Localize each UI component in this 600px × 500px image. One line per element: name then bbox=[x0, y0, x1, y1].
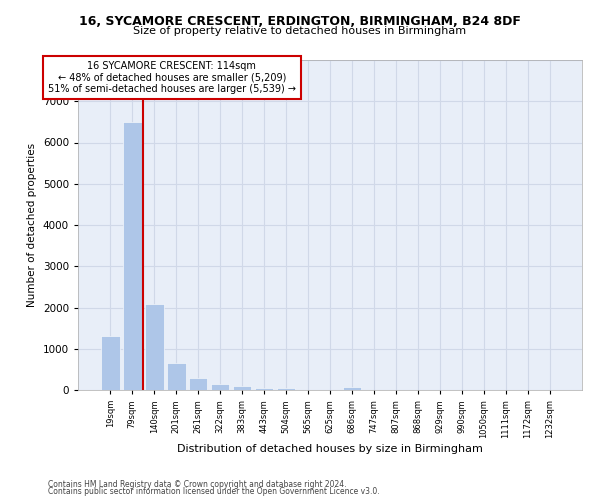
Text: Contains HM Land Registry data © Crown copyright and database right 2024.: Contains HM Land Registry data © Crown c… bbox=[48, 480, 347, 489]
Bar bbox=[233, 386, 251, 390]
Text: 16, SYCAMORE CRESCENT, ERDINGTON, BIRMINGHAM, B24 8DF: 16, SYCAMORE CRESCENT, ERDINGTON, BIRMIN… bbox=[79, 15, 521, 28]
Bar bbox=[211, 384, 229, 390]
Bar bbox=[255, 388, 274, 390]
Bar bbox=[277, 388, 295, 390]
Bar bbox=[167, 363, 185, 390]
Y-axis label: Number of detached properties: Number of detached properties bbox=[27, 143, 37, 307]
Text: Size of property relative to detached houses in Birmingham: Size of property relative to detached ho… bbox=[133, 26, 467, 36]
Bar bbox=[189, 378, 208, 390]
Text: 16 SYCAMORE CRESCENT: 114sqm
← 48% of detached houses are smaller (5,209)
51% of: 16 SYCAMORE CRESCENT: 114sqm ← 48% of de… bbox=[48, 61, 296, 94]
Bar bbox=[343, 386, 361, 390]
Bar bbox=[145, 304, 164, 390]
Bar bbox=[123, 122, 142, 390]
X-axis label: Distribution of detached houses by size in Birmingham: Distribution of detached houses by size … bbox=[177, 444, 483, 454]
Bar bbox=[101, 336, 119, 390]
Text: Contains public sector information licensed under the Open Government Licence v3: Contains public sector information licen… bbox=[48, 487, 380, 496]
